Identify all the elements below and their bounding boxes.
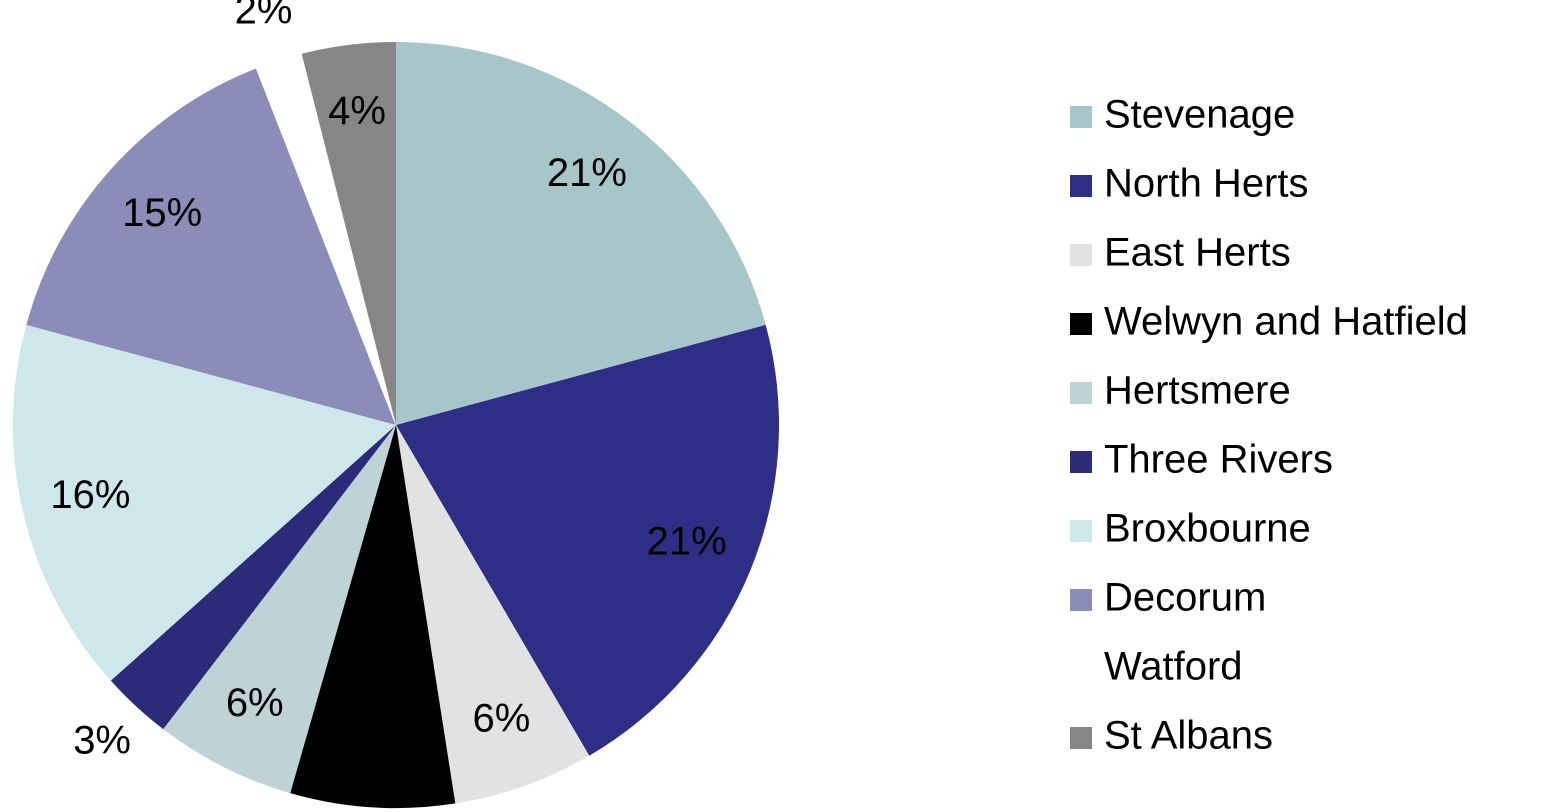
data-label: 3% [73,718,131,762]
data-label: 4% [328,89,386,133]
pie-slice [396,425,590,804]
legend-label: Welwyn and Hatfield [1104,300,1468,344]
legend-label: Stevenage [1104,93,1295,137]
data-label: 16% [50,473,130,517]
pie-slice [26,68,397,425]
legend-swatch [1070,520,1092,542]
pie-slice [110,425,396,730]
pie-slice [163,425,396,794]
legend-swatch [1070,244,1092,266]
legend-swatch [1070,727,1092,749]
pie-slice [255,53,397,426]
legend-label: East Herts [1104,231,1291,275]
data-label: 21% [547,151,627,195]
legend-label: St Albans [1104,714,1273,758]
data-label: 6% [226,681,284,725]
pie-slice [301,42,396,425]
legend-swatch [1070,175,1092,197]
legend-swatch [1070,313,1092,335]
legend-label: Watford [1104,645,1243,689]
legend-label: Three Rivers [1104,438,1333,482]
legend-label: North Herts [1104,162,1309,206]
pie-slice [13,324,397,681]
pie-slice [396,324,779,756]
legend-label: Broxbourne [1104,507,1311,551]
legend-label: Hertsmere [1104,369,1291,413]
legend-swatch [1070,451,1092,473]
pie-slice [290,425,456,808]
legend-swatch [1070,382,1092,404]
legend-label: Decorum [1104,576,1266,620]
data-label: 21% [647,520,727,564]
data-label: 2% [235,0,293,33]
pie-slice [396,42,766,425]
data-label: 6% [472,696,530,740]
legend-swatch [1070,589,1092,611]
legend-swatch [1070,106,1092,128]
legend-swatch [1070,658,1092,680]
data-label: 15% [122,191,202,235]
